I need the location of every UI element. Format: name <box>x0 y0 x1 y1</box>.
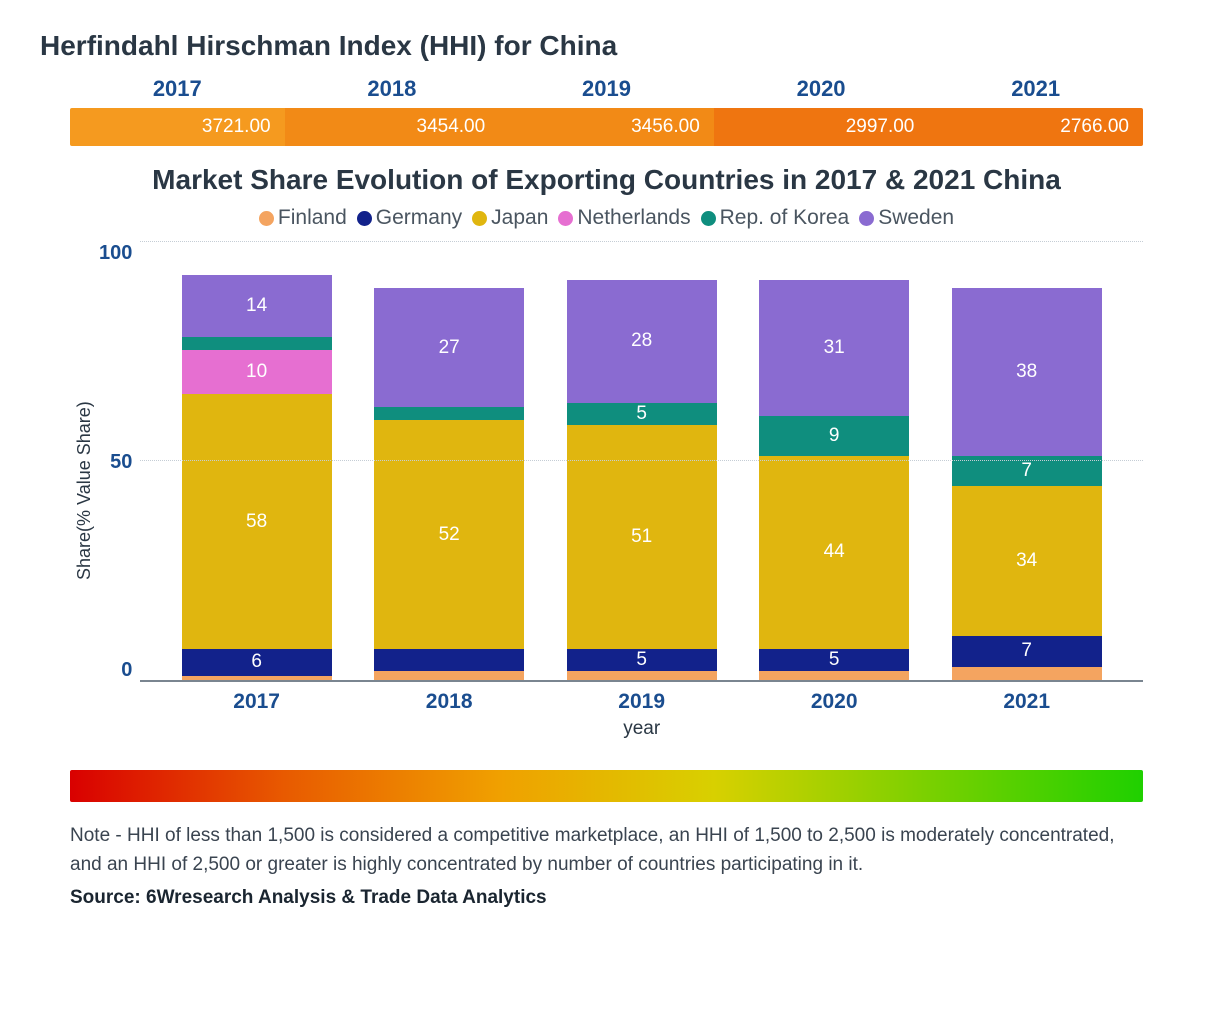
bar-segment <box>182 676 332 680</box>
grid-line <box>140 460 1143 461</box>
plot-area: 65810145227551528544931734738 <box>140 242 1143 682</box>
source-text: Source: 6Wresearch Analysis & Trade Data… <box>70 887 1143 909</box>
chart-legend: Finland Germany Japan Netherlands Rep. of Ko… <box>40 206 1173 230</box>
hhi-year: 2021 <box>928 76 1143 102</box>
bar-segment: 14 <box>182 275 332 337</box>
bar-segment: 9 <box>759 416 909 456</box>
bar-segment: 28 <box>567 280 717 403</box>
chart-title: Market Share Evolution of Exporting Coun… <box>40 164 1173 196</box>
bar-segment <box>567 671 717 680</box>
y-tick: 0 <box>99 659 132 682</box>
hhi-value-cell: 2766.00 <box>928 108 1143 146</box>
bar-segment: 51 <box>567 425 717 649</box>
x-tick: 2020 <box>759 690 909 714</box>
bar-segment: 34 <box>952 486 1102 636</box>
legend-dot <box>259 211 274 226</box>
hhi-value-cell: 3721.00 <box>70 108 285 146</box>
bar-column: 734738 <box>952 288 1102 680</box>
bar-segment <box>759 671 909 680</box>
hhi-year: 2020 <box>714 76 929 102</box>
bar-segment: 31 <box>759 280 909 416</box>
legend-label: Netherlands <box>577 206 690 230</box>
legend-label: Germany <box>376 206 462 230</box>
bar-segment: 27 <box>374 288 524 407</box>
legend-dot <box>701 211 716 226</box>
bar-segment: 7 <box>952 636 1102 667</box>
hhi-value-cell: 3456.00 <box>499 108 714 146</box>
bar-segment: 44 <box>759 456 909 650</box>
bar-column: 551528 <box>567 280 717 680</box>
x-tick: 2018 <box>374 690 524 714</box>
bar-segment: 38 <box>952 288 1102 455</box>
hhi-value-cell: 3454.00 <box>285 108 500 146</box>
bar-segment: 5 <box>567 403 717 425</box>
bar-segment: 5 <box>567 649 717 671</box>
bar-segment: 5 <box>759 649 909 671</box>
legend-label: Finland <box>278 206 347 230</box>
legend-item: Finland <box>259 206 347 230</box>
y-tick: 100 <box>99 242 132 265</box>
legend-item: Netherlands <box>558 206 690 230</box>
hhi-year: 2017 <box>70 76 285 102</box>
legend-label: Sweden <box>878 206 954 230</box>
y-tick: 50 <box>99 451 132 474</box>
bar-segment <box>374 671 524 680</box>
hhi-value-cell: 2997.00 <box>714 108 929 146</box>
x-axis-label: year <box>140 718 1143 740</box>
note-text: Note - HHI of less than 1,500 is conside… <box>70 822 1143 879</box>
chart-area: Share(% Value Share) 100500 658101452275… <box>70 242 1143 740</box>
bar-column: 65810 14 <box>182 275 332 680</box>
hhi-year: 2018 <box>285 76 500 102</box>
legend-dot <box>357 211 372 226</box>
x-axis-ticks: 2017 2018 2019 2020 2021 <box>140 682 1143 714</box>
bar-segment: 52 <box>374 420 524 649</box>
legend-item: Rep. of Korea <box>701 206 850 230</box>
legend-label: Japan <box>491 206 548 230</box>
grid-line <box>140 241 1143 242</box>
hhi-title: Herfindahl Hirschman Index (HHI) for Chi… <box>40 30 1173 62</box>
bar-segment <box>182 337 332 350</box>
legend-item: Japan <box>472 206 548 230</box>
x-tick: 2017 <box>182 690 332 714</box>
bar-segment <box>374 649 524 671</box>
legend-dot <box>859 211 874 226</box>
bar-segment <box>374 407 524 420</box>
bar-column: 5227 <box>374 288 524 680</box>
legend-item: Germany <box>357 206 462 230</box>
hhi-year: 2019 <box>499 76 714 102</box>
legend-dot <box>472 211 487 226</box>
legend-dot <box>558 211 573 226</box>
x-tick: 2021 <box>952 690 1102 714</box>
bar-segment <box>952 667 1102 680</box>
legend-item: Sweden <box>859 206 954 230</box>
hhi-year-row: 20172018201920202021 <box>40 76 1173 102</box>
legend-label: Rep. of Korea <box>720 206 850 230</box>
bar-column: 544931 <box>759 280 909 680</box>
y-axis-label: Share(% Value Share) <box>70 242 99 740</box>
hhi-value-bar: 3721.003454.003456.002997.002766.00 <box>70 108 1143 146</box>
y-axis-ticks: 100 50 0 <box>99 242 140 682</box>
bar-segment: 6 <box>182 649 332 675</box>
x-tick: 2019 <box>567 690 717 714</box>
gradient-scale <box>70 770 1143 802</box>
bar-segment: 58 <box>182 394 332 649</box>
bar-segment: 10 <box>182 350 332 394</box>
